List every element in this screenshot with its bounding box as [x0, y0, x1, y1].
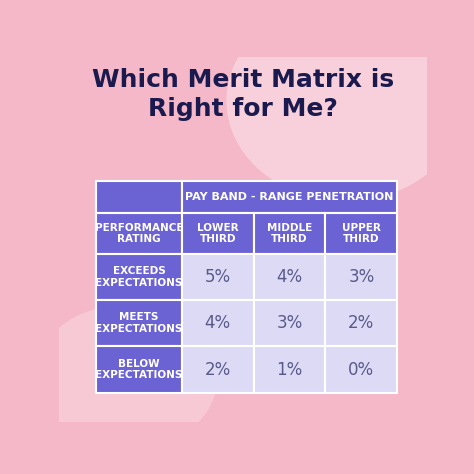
Bar [182, 181, 397, 213]
Bar [96, 181, 182, 213]
Bar [254, 213, 326, 254]
Bar [96, 254, 182, 300]
Bar [254, 346, 326, 392]
Text: 2%: 2% [348, 314, 374, 332]
Text: 2%: 2% [205, 361, 231, 379]
Bar [182, 300, 254, 346]
Text: 5%: 5% [205, 268, 231, 286]
Text: 4%: 4% [276, 268, 302, 286]
Text: MIDDLE
THIRD: MIDDLE THIRD [267, 223, 312, 244]
Bar [326, 213, 397, 254]
Bar [96, 346, 182, 392]
Text: BELOW
EXPECTATIONS: BELOW EXPECTATIONS [95, 359, 182, 380]
Ellipse shape [227, 0, 465, 201]
Text: 3%: 3% [276, 314, 303, 332]
Bar [254, 300, 326, 346]
Bar [96, 213, 182, 254]
Bar [326, 346, 397, 392]
Text: PERFORMANCE
RATING: PERFORMANCE RATING [95, 223, 183, 244]
Text: MEETS
EXPECTATIONS: MEETS EXPECTATIONS [95, 312, 182, 334]
Bar [182, 254, 254, 300]
Text: 4%: 4% [205, 314, 231, 332]
Text: PAY BAND - RANGE PENETRATION: PAY BAND - RANGE PENETRATION [185, 192, 394, 202]
Text: Which Merit Matrix is
Right for Me?: Which Merit Matrix is Right for Me? [92, 68, 394, 120]
Bar [326, 300, 397, 346]
Text: LOWER
THIRD: LOWER THIRD [197, 223, 238, 244]
Bar [182, 346, 254, 392]
Text: EXCEEDS
EXPECTATIONS: EXCEEDS EXPECTATIONS [95, 266, 182, 288]
Bar [326, 254, 397, 300]
Ellipse shape [34, 305, 217, 451]
Bar [254, 254, 326, 300]
Text: 1%: 1% [276, 361, 303, 379]
Text: 3%: 3% [348, 268, 374, 286]
Bar [96, 300, 182, 346]
Text: UPPER
THIRD: UPPER THIRD [342, 223, 381, 244]
Text: 0%: 0% [348, 361, 374, 379]
Bar [182, 213, 254, 254]
